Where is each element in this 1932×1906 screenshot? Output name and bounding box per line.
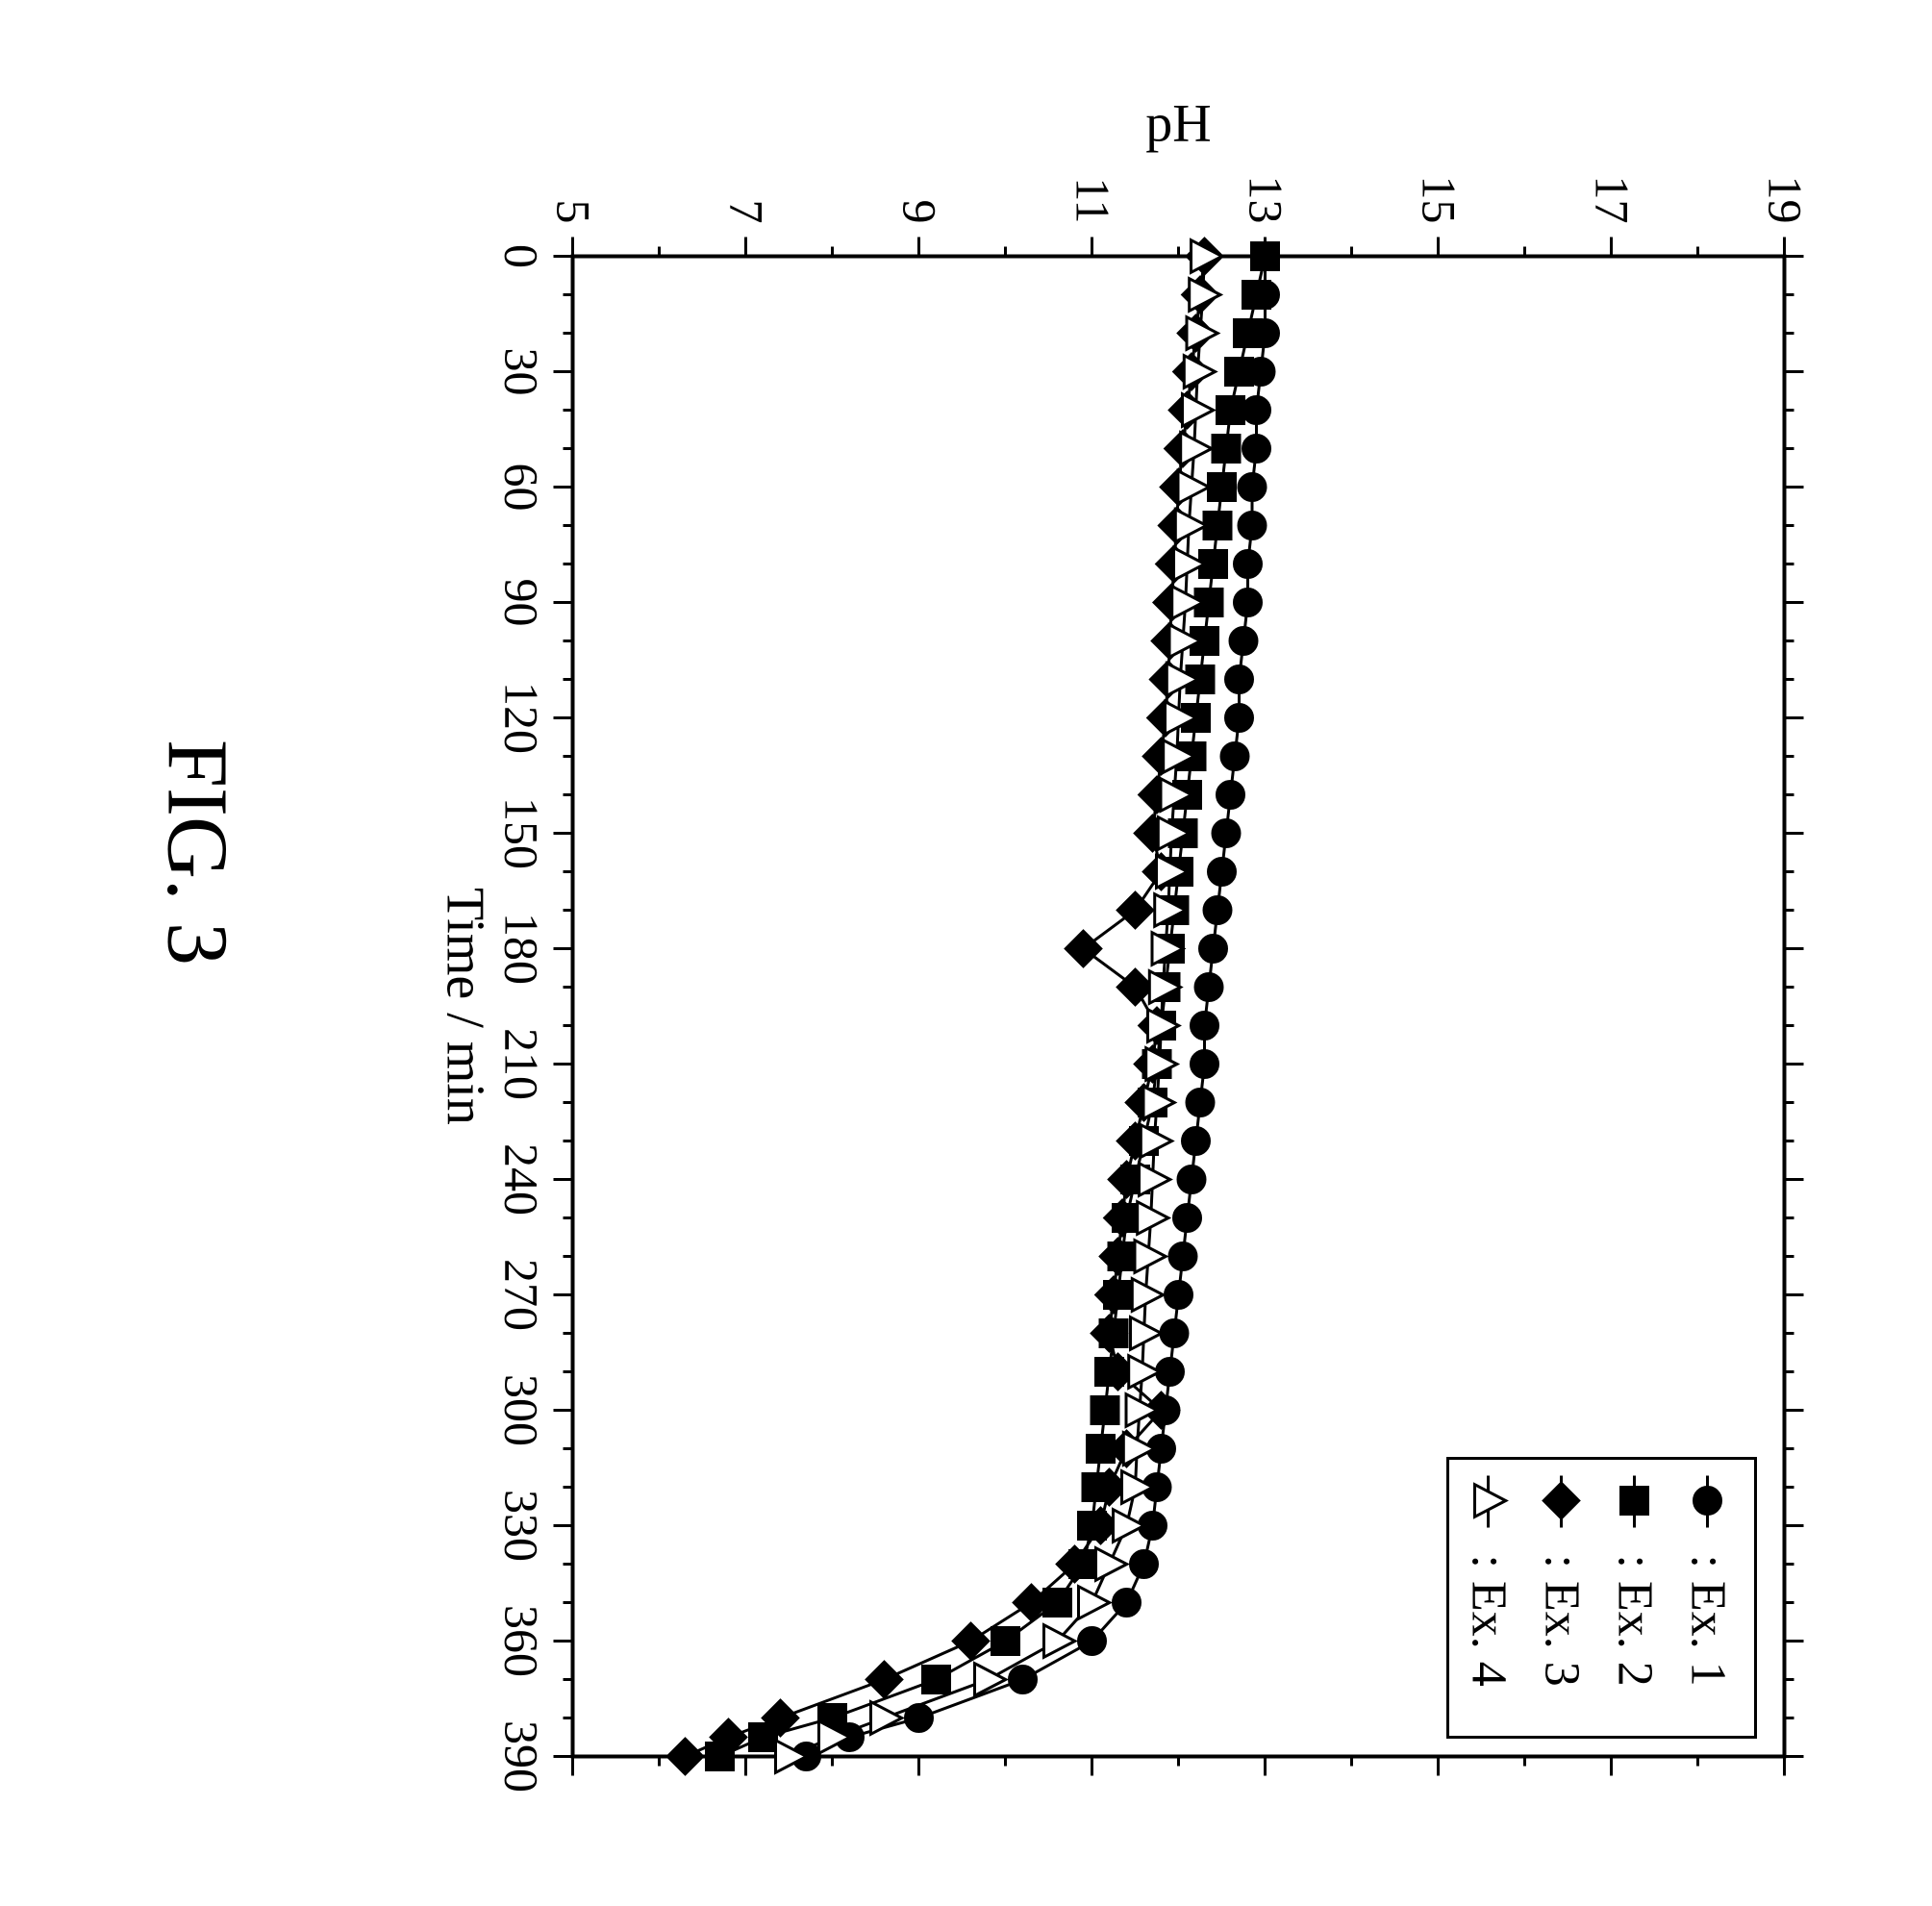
figure-stage: 0 30 60 90 120 150 180 210 240 270 300 330 360 390 5 7 9… — [0, 0, 1932, 1906]
svg-text:17: 17 — [1586, 176, 1640, 224]
svg-text:5: 5 — [547, 200, 601, 224]
svg-text:FIG. 3: FIG. 3 — [150, 740, 245, 966]
chart-svg: 0 30 60 90 120 150 180 210 240 270 300 330 360 390 5 7 9… — [0, 0, 1932, 1906]
svg-text:: Ex. 4: : Ex. 4 — [1462, 1555, 1517, 1687]
svg-text:Time / min: Time / min — [436, 888, 495, 1125]
svg-text:300: 300 — [495, 1374, 549, 1446]
svg-text:240: 240 — [495, 1143, 549, 1216]
svg-text:9: 9 — [893, 200, 947, 224]
svg-text:120: 120 — [495, 682, 549, 754]
svg-text:210: 210 — [495, 1028, 549, 1100]
series-ex-3 — [667, 238, 1221, 1773]
svg-text:30: 30 — [495, 348, 549, 396]
svg-text:7: 7 — [720, 200, 774, 224]
svg-text:15: 15 — [1413, 176, 1467, 224]
svg-text:390: 390 — [495, 1720, 549, 1793]
svg-text:: Ex. 2: : Ex. 2 — [1608, 1555, 1663, 1687]
svg-text:90: 90 — [495, 579, 549, 627]
svg-text:330: 330 — [495, 1490, 549, 1562]
svg-text:270: 270 — [495, 1259, 549, 1331]
svg-text:150: 150 — [495, 797, 549, 869]
svg-text:360: 360 — [495, 1605, 549, 1677]
svg-text:: Ex. 1: : Ex. 1 — [1681, 1555, 1736, 1687]
svg-text:0: 0 — [495, 244, 549, 268]
series-ex-4 — [776, 240, 1222, 1773]
svg-text:180: 180 — [495, 913, 549, 985]
legend: : Ex. 1 : Ex. 2 : Ex. 3 : Ex. 4 — [1448, 1459, 1756, 1738]
svg-text:pH: pH — [1145, 94, 1211, 154]
svg-text:13: 13 — [1240, 176, 1293, 224]
svg-text:19: 19 — [1759, 176, 1813, 224]
series-ex-1 — [793, 243, 1279, 1770]
svg-text:60: 60 — [495, 464, 549, 512]
svg-text:: Ex. 3: : Ex. 3 — [1535, 1555, 1590, 1687]
svg-text:11: 11 — [1066, 177, 1120, 223]
